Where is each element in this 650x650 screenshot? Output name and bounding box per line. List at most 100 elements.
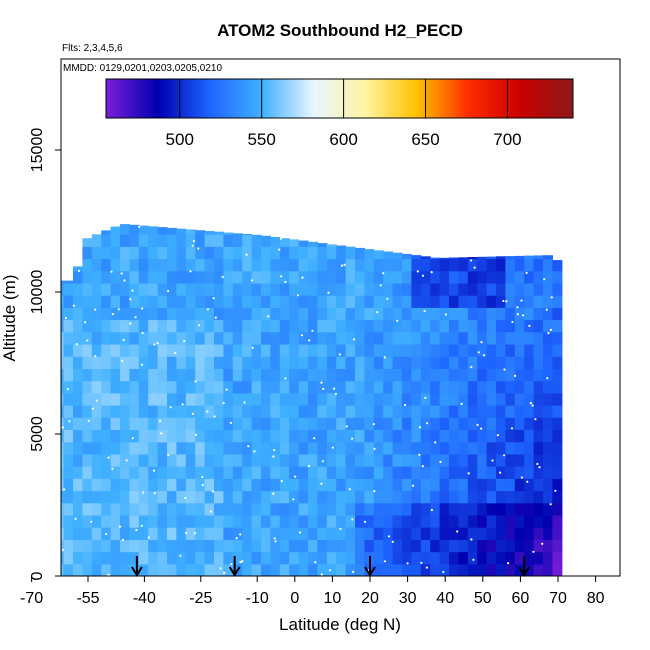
heatmap-cell	[383, 563, 394, 576]
heatmap-cell	[458, 478, 469, 492]
heatmap-cell	[138, 527, 149, 540]
sample-marker	[503, 454, 506, 457]
x-tick-label-70: 70	[549, 590, 567, 607]
heatmap-cell	[496, 368, 506, 382]
sample-marker	[470, 538, 473, 541]
heatmap-cell	[524, 356, 535, 369]
heatmap-cell	[317, 319, 328, 333]
heatmap-cell	[204, 368, 215, 382]
heatmap-cell	[242, 453, 253, 467]
heatmap-cell	[195, 307, 206, 321]
heatmap-cell	[439, 490, 450, 504]
heatmap-cell	[308, 502, 318, 516]
sample-marker	[141, 307, 144, 310]
y-tick-label-15000: 15000	[29, 128, 46, 173]
heatmap-cell	[167, 368, 177, 382]
heatmap-cell	[251, 356, 262, 369]
heatmap-cell	[486, 380, 497, 394]
heatmap-cell	[308, 429, 318, 443]
heatmap-cell	[439, 368, 450, 382]
heatmap-cell	[167, 453, 177, 467]
heatmap-cell	[138, 356, 149, 369]
sample-marker	[543, 278, 546, 281]
heatmap-cell	[63, 405, 74, 418]
heatmap-cell	[552, 356, 563, 369]
heatmap-cell	[261, 319, 271, 333]
heatmap-cell	[148, 234, 159, 247]
heatmap-cell	[110, 331, 121, 345]
heatmap-cell	[383, 502, 394, 516]
heatmap-cell	[138, 392, 149, 406]
heatmap-cell	[467, 417, 478, 430]
heatmap-cell	[214, 380, 224, 394]
heatmap-cell	[308, 241, 318, 247]
heatmap-cell	[91, 527, 102, 540]
heatmap-cell	[326, 380, 337, 394]
heatmap-cell	[270, 246, 281, 260]
heatmap-cell	[148, 380, 159, 394]
heatmap-cell	[336, 539, 347, 553]
colorbar-tick-label-700: 700	[493, 130, 521, 149]
heatmap-cell	[543, 490, 553, 504]
heatmap-cell	[505, 551, 516, 565]
heatmap-cell	[402, 478, 412, 492]
heatmap-cell	[73, 392, 83, 406]
heatmap-cell	[420, 405, 431, 418]
heatmap-cell	[214, 563, 224, 576]
sample-marker	[122, 338, 125, 342]
heatmap-cell	[514, 429, 525, 443]
heatmap-cell	[148, 356, 159, 369]
heatmap-cell	[505, 258, 516, 272]
heatmap-cell	[91, 502, 102, 516]
heatmap-cell	[308, 380, 318, 394]
heatmap-cell	[336, 307, 347, 321]
heatmap-cell	[195, 453, 206, 467]
heatmap-cell	[129, 224, 140, 235]
heatmap-cell	[392, 344, 403, 357]
heatmap-cell	[496, 502, 506, 516]
heatmap-cell	[167, 307, 177, 321]
sample-marker	[222, 402, 225, 405]
heatmap-cell	[270, 539, 281, 553]
heatmap-cell	[552, 514, 563, 528]
heatmap-cell	[232, 392, 243, 406]
heatmap-cell	[420, 441, 431, 455]
heatmap-cell	[214, 392, 224, 406]
heatmap-cell	[355, 380, 365, 394]
sample-marker	[68, 420, 71, 423]
heatmap-cell	[326, 551, 337, 565]
heatmap-cell	[402, 307, 412, 321]
heatmap-cell	[101, 478, 112, 492]
heatmap-cell	[505, 466, 516, 479]
heatmap-cell	[317, 563, 328, 576]
heatmap-cell	[251, 282, 262, 296]
sample-marker	[129, 322, 132, 325]
heatmap-cell	[430, 257, 441, 260]
heatmap-cell	[326, 344, 337, 357]
heatmap-cell	[543, 441, 553, 455]
heatmap-cell	[185, 539, 196, 553]
sample-marker	[279, 237, 282, 240]
x-tick-label--25: -25	[189, 590, 212, 607]
heatmap-cell	[552, 527, 563, 540]
heatmap-cell	[195, 368, 206, 382]
heatmap-cell	[373, 490, 384, 504]
heatmap-cell	[120, 356, 130, 369]
heatmap-cell	[326, 539, 337, 553]
heatmap-cell	[223, 478, 234, 492]
heatmap-cell	[552, 563, 563, 576]
heatmap-cell	[270, 527, 281, 540]
heatmap-cell	[129, 368, 140, 382]
heatmap-cell	[326, 319, 337, 333]
heatmap-cell	[486, 295, 497, 308]
heatmap-cell	[73, 282, 83, 296]
heatmap-cell	[430, 368, 441, 382]
heatmap-cell	[223, 490, 234, 504]
heatmap-cell	[214, 295, 224, 308]
sample-marker	[167, 290, 170, 293]
heatmap-cell	[392, 502, 403, 516]
heatmap-cell	[345, 307, 356, 321]
heatmap-cell	[505, 490, 516, 504]
heatmap-cell	[430, 258, 441, 272]
heatmap-cell	[232, 258, 243, 272]
